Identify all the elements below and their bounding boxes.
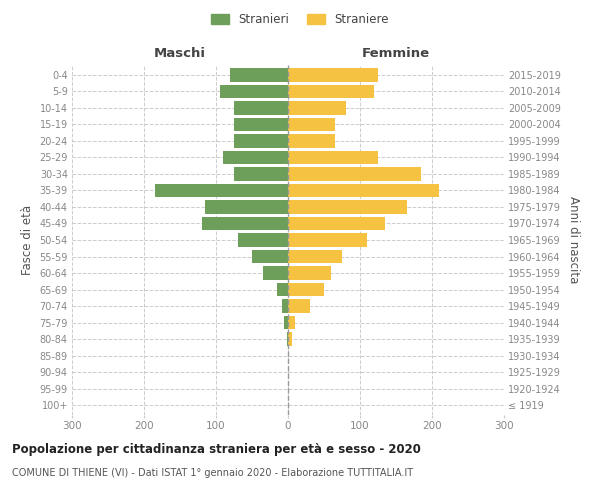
Bar <box>202 217 288 230</box>
Bar <box>288 316 295 329</box>
Bar <box>288 266 331 280</box>
Bar <box>288 217 385 230</box>
Bar <box>288 200 407 213</box>
Bar <box>234 134 288 147</box>
Text: Popolazione per cittadinanza straniera per età e sesso - 2020: Popolazione per cittadinanza straniera p… <box>12 442 421 456</box>
Bar <box>234 102 288 114</box>
Bar <box>220 85 288 98</box>
Bar <box>288 151 378 164</box>
Bar <box>288 300 310 312</box>
Bar <box>288 118 335 131</box>
Bar <box>288 332 292 345</box>
Text: COMUNE DI THIENE (VI) - Dati ISTAT 1° gennaio 2020 - Elaborazione TUTTITALIA.IT: COMUNE DI THIENE (VI) - Dati ISTAT 1° ge… <box>12 468 413 477</box>
Bar <box>288 234 367 246</box>
Text: Maschi: Maschi <box>154 47 206 60</box>
Bar <box>155 184 288 197</box>
Bar <box>234 118 288 131</box>
Bar <box>223 151 288 164</box>
Bar <box>263 266 288 280</box>
Bar <box>205 200 288 213</box>
Bar <box>277 283 288 296</box>
Bar <box>288 85 374 98</box>
Y-axis label: Fasce di età: Fasce di età <box>21 205 34 275</box>
Text: Femmine: Femmine <box>362 47 430 60</box>
Bar <box>238 234 288 246</box>
Bar <box>282 300 288 312</box>
Bar <box>287 332 288 345</box>
Legend: Stranieri, Straniere: Stranieri, Straniere <box>206 8 394 31</box>
Bar <box>288 102 346 114</box>
Y-axis label: Anni di nascita: Anni di nascita <box>566 196 580 284</box>
Bar <box>252 250 288 263</box>
Bar <box>284 316 288 329</box>
Bar <box>288 184 439 197</box>
Bar <box>288 283 324 296</box>
Bar <box>288 168 421 180</box>
Bar <box>288 68 378 82</box>
Bar <box>288 134 335 147</box>
Bar <box>230 68 288 82</box>
Bar <box>288 250 342 263</box>
Bar <box>234 168 288 180</box>
